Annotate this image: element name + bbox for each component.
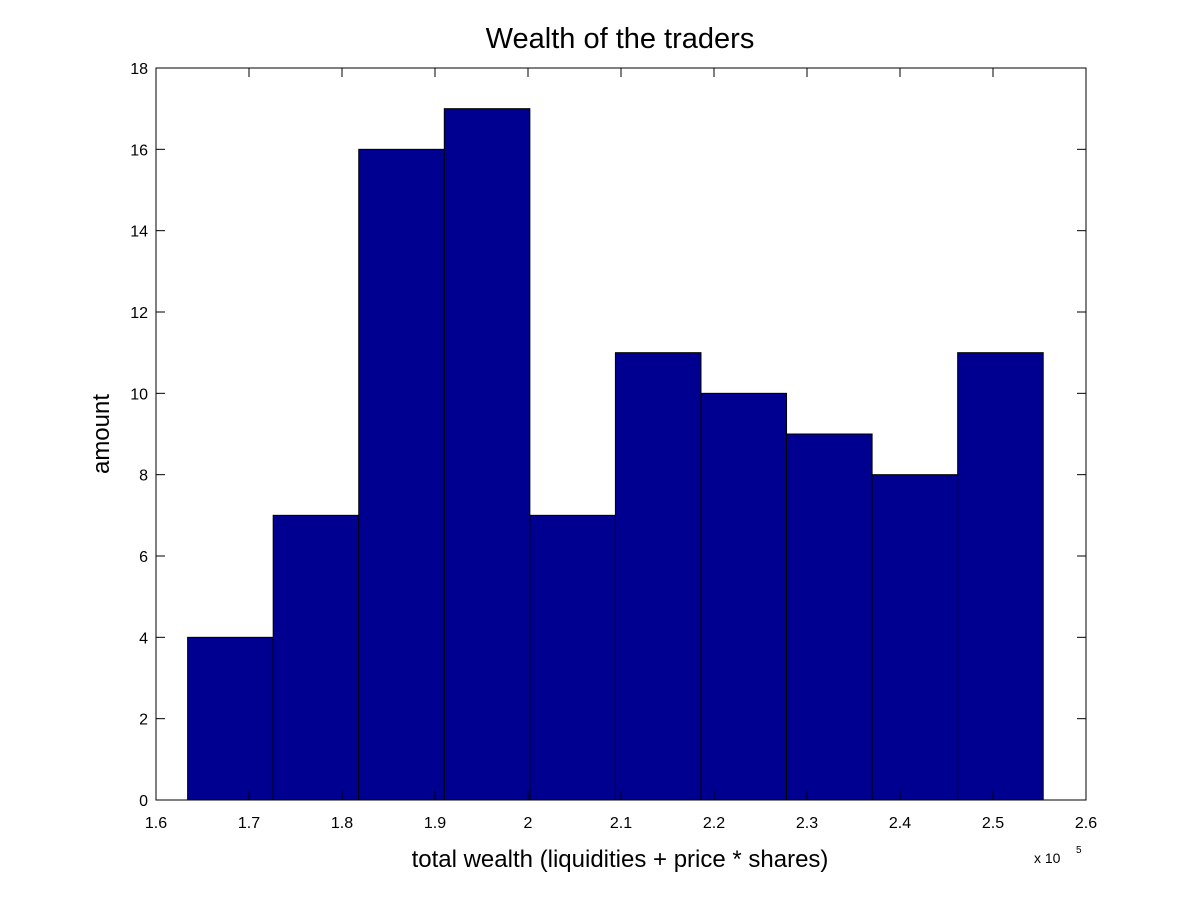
y-tick-label-7: 14 [130,224,148,241]
x-tick-label-3: 1.9 [424,815,446,832]
y-tick-label-4: 8 [139,468,148,485]
y-tick-label-6: 12 [130,305,148,322]
histogram-bar-1 [272,514,360,801]
x-tick-label-2: 1.8 [331,815,353,832]
histogram-bar-2 [358,148,445,801]
x-multiplier-base: x 10 [1034,850,1061,866]
histogram-bar-0 [187,636,274,801]
x-tick-label-4: 2 [524,815,533,832]
x-tick-label-9: 2.5 [982,815,1004,832]
histogram-bar-6 [700,392,788,801]
x-axis-label: total wealth (liquidities + price * shar… [412,846,829,873]
histogram-bar-5 [614,352,702,801]
chart-title: Wealth of the traders [486,23,755,55]
histogram-bar-4 [529,514,616,801]
x-tick-label-1: 1.7 [238,815,260,832]
bars-group [187,108,1044,801]
ticks-group: 1.6 1.7 1.8 1.9 2 2.1 2.2 2.3 2.4 2.5 2.6 0 2 4 6 8 10 12… [130,61,1097,832]
y-tick-label-3: 6 [139,549,148,566]
histogram-bar-8 [871,474,959,801]
x-tick-label-8: 2.4 [889,815,911,832]
y-tick-label-0: 0 [139,793,148,810]
y-tick-label-5: 10 [130,386,148,403]
x-multiplier-exponent: 5 [1076,845,1082,856]
y-tick-label-8: 16 [130,142,148,159]
histogram-bar-9 [957,352,1044,801]
y-tick-label-9: 18 [130,61,148,78]
y-tick-label-2: 4 [139,630,148,647]
x-tick-label-7: 2.3 [796,815,818,832]
histogram-bar-7 [786,433,873,801]
x-tick-label-5: 2.1 [610,815,632,832]
y-axis-label: amount [88,394,115,474]
y-tick-label-1: 2 [139,712,148,729]
x-tick-label-10: 2.6 [1075,815,1097,832]
histogram-bar-3 [443,108,531,801]
x-tick-label-6: 2.2 [703,815,725,832]
x-tick-label-0: 1.6 [145,815,167,832]
